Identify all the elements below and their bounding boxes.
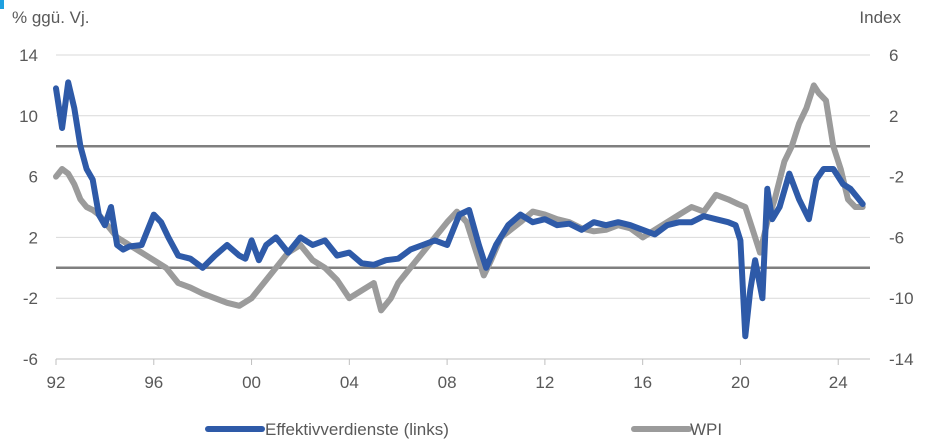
legend: Effektivverdienste (links) WPI (205, 420, 722, 439)
x-tick-label: 04 (340, 373, 359, 392)
x-tick-label: 08 (438, 373, 457, 392)
left-axis-unit-label: % ggü. Vj. (12, 8, 90, 27)
left-y-axis: 14 10 6 2 -2 -6 (19, 46, 38, 369)
right-axis-unit-label: Index (859, 8, 901, 27)
x-tick-label: 20 (731, 373, 750, 392)
left-tick-label: 14 (19, 46, 38, 65)
right-y-axis: 6 2 -2 -6 -10 -14 (889, 46, 914, 369)
left-tick-label: 6 (29, 168, 38, 187)
left-tick-label: -6 (23, 350, 38, 369)
top-accent-mark (0, 0, 4, 9)
x-tick-label: 92 (47, 373, 66, 392)
x-tick-label: 12 (535, 373, 554, 392)
left-tick-label: 2 (29, 228, 38, 247)
x-tick-label: 24 (829, 373, 848, 392)
right-tick-label: -6 (889, 228, 904, 247)
series-line-effektivverdienste (53, 79, 866, 340)
right-tick-label: 2 (889, 107, 898, 126)
x-tick-label: 00 (242, 373, 261, 392)
legend-label: Effektivverdienste (links) (265, 420, 449, 439)
left-tick-label: -2 (23, 289, 38, 308)
legend-label: WPI (690, 420, 722, 439)
x-tick-label: 96 (144, 373, 163, 392)
x-axis: 92 96 00 04 08 12 16 20 24 (47, 358, 870, 392)
right-tick-label: -10 (889, 289, 914, 308)
series-lines (53, 79, 866, 340)
reference-lines (56, 144, 870, 270)
left-tick-label: 10 (19, 107, 38, 126)
right-tick-label: -14 (889, 350, 914, 369)
right-tick-label: -2 (889, 168, 904, 187)
x-tick-label: 16 (633, 373, 652, 392)
right-tick-label: 6 (889, 46, 898, 65)
